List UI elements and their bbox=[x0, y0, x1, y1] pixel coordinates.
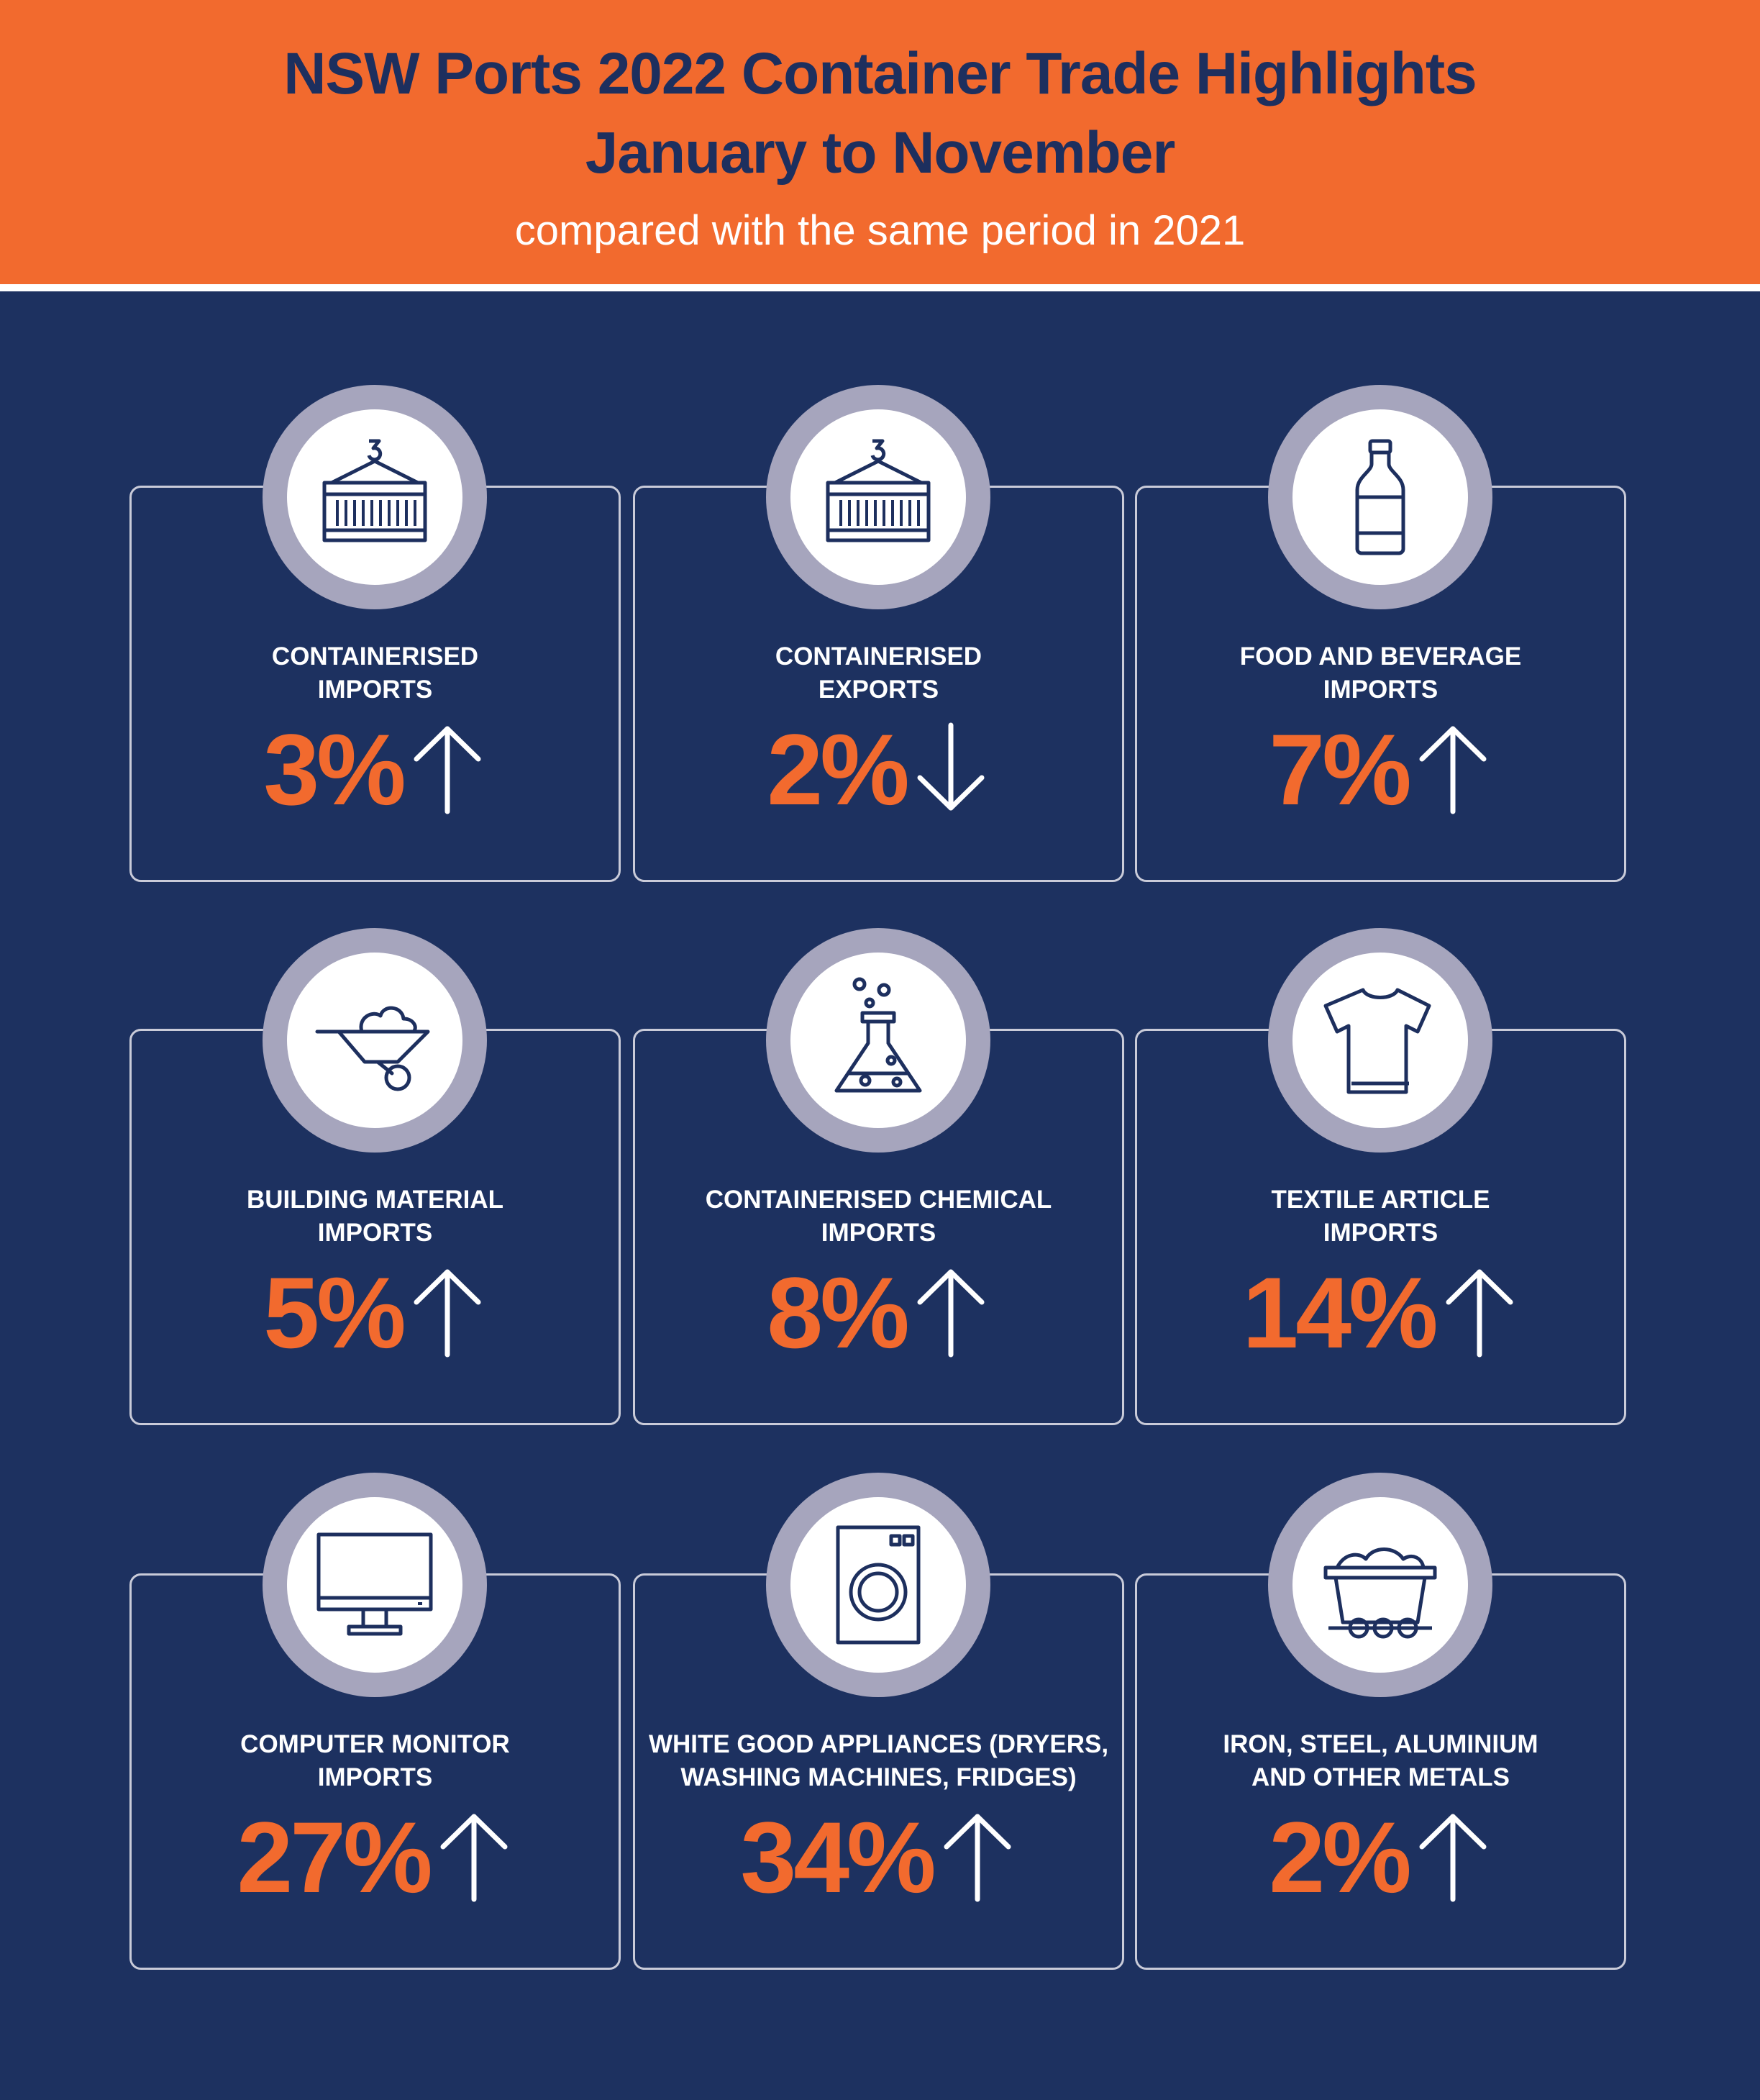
arrow-up-icon bbox=[907, 1265, 990, 1362]
bottle-icon bbox=[1292, 409, 1468, 585]
arrow-up-icon bbox=[403, 722, 487, 819]
arrow-up-icon bbox=[1409, 1809, 1492, 1906]
page-subtitle: compared with the same period in 2021 bbox=[514, 207, 1246, 254]
stat-label-line: IMPORTS bbox=[1323, 1219, 1438, 1247]
stat-label: CONTAINERISED EXPORTS bbox=[633, 640, 1124, 706]
arrow-down-icon bbox=[907, 722, 990, 819]
stat-label: IRON, STEEL, ALUMINIUM AND OTHER METALS bbox=[1135, 1728, 1626, 1794]
stat-percentage: 2% bbox=[767, 713, 909, 826]
stat-label: BUILDING MATERIAL IMPORTS bbox=[129, 1183, 621, 1250]
stat-percentage: 27% bbox=[237, 1801, 432, 1914]
stat-label: COMPUTER MONITOR IMPORTS bbox=[129, 1728, 621, 1794]
stat-percentage: 2% bbox=[1269, 1801, 1411, 1914]
stat-label: FOOD AND BEVERAGE IMPORTS bbox=[1135, 640, 1626, 706]
washing-machine-icon bbox=[790, 1497, 966, 1673]
arrow-up-icon bbox=[1409, 722, 1492, 819]
stat-percentage: 5% bbox=[263, 1256, 406, 1369]
icon-badge bbox=[766, 385, 990, 609]
stat-label-line: CONTAINERISED CHEMICAL bbox=[705, 1186, 1052, 1214]
stat-label-line: CONTAINERISED bbox=[271, 642, 479, 671]
stat-percentage: 3% bbox=[263, 713, 406, 826]
stat-label-line: BUILDING MATERIAL bbox=[246, 1186, 504, 1214]
icon-badge bbox=[766, 928, 990, 1153]
stat-value-row: 14% bbox=[1135, 1259, 1626, 1367]
icon-badge bbox=[766, 1473, 990, 1697]
page-title: NSW Ports 2022 Container Trade Highlight… bbox=[283, 41, 1477, 106]
highlights-panel: CONTAINERISED IMPORTS 3% CONTAINERISED EXPOR… bbox=[0, 291, 1760, 2100]
stat-label: TEXTILE ARTICLE IMPORTS bbox=[1135, 1183, 1626, 1250]
stat-label-line: CONTAINERISED bbox=[775, 642, 982, 671]
stat-label-line: TEXTILE ARTICLE bbox=[1271, 1186, 1490, 1214]
stat-percentage: 14% bbox=[1242, 1256, 1438, 1369]
shipping-container-icon bbox=[287, 409, 462, 585]
stat-label-line: IMPORTS bbox=[317, 676, 433, 704]
stat-label-line: WHITE GOOD APPLIANCES (DRYERS, bbox=[648, 1730, 1109, 1758]
icon-badge bbox=[263, 1473, 487, 1697]
arrow-up-icon bbox=[403, 1265, 487, 1362]
page-title-period: January to November bbox=[585, 120, 1176, 186]
stat-label: CONTAINERISED IMPORTS bbox=[129, 640, 621, 706]
stat-label-line: WASHING MACHINES, FRIDGES) bbox=[680, 1763, 1077, 1791]
stat-label-line: AND OTHER METALS bbox=[1251, 1763, 1510, 1791]
stat-value-row: 3% bbox=[129, 716, 621, 824]
stat-percentage: 8% bbox=[767, 1256, 909, 1369]
arrow-up-icon bbox=[934, 1809, 1017, 1906]
tshirt-icon bbox=[1292, 953, 1468, 1128]
flask-icon bbox=[790, 953, 966, 1128]
stat-value-row: 27% bbox=[129, 1804, 621, 1912]
icon-badge bbox=[1268, 928, 1492, 1153]
stat-label-line: EXPORTS bbox=[818, 676, 939, 704]
icon-badge bbox=[263, 928, 487, 1153]
stat-label: CONTAINERISED CHEMICAL IMPORTS bbox=[633, 1183, 1124, 1250]
monitor-icon bbox=[287, 1497, 462, 1673]
stat-value-row: 7% bbox=[1135, 716, 1626, 824]
stat-value-row: 2% bbox=[633, 716, 1124, 824]
stat-value-row: 2% bbox=[1135, 1804, 1626, 1912]
wheelbarrow-icon bbox=[287, 953, 462, 1128]
stat-label: WHITE GOOD APPLIANCES (DRYERS, WASHING MA… bbox=[633, 1728, 1124, 1794]
arrow-up-icon bbox=[1436, 1265, 1519, 1362]
stat-label-line: IMPORTS bbox=[821, 1219, 936, 1247]
icon-badge bbox=[1268, 1473, 1492, 1697]
stat-percentage: 34% bbox=[740, 1801, 936, 1914]
header-banner: NSW Ports 2022 Container Trade Highlight… bbox=[0, 0, 1760, 284]
icon-badge bbox=[263, 385, 487, 609]
stat-label-line: IMPORTS bbox=[317, 1763, 433, 1791]
stat-label-line: IMPORTS bbox=[317, 1219, 433, 1247]
stat-value-row: 8% bbox=[633, 1259, 1124, 1367]
icon-badge bbox=[1268, 385, 1492, 609]
stat-value-row: 5% bbox=[129, 1259, 621, 1367]
stat-label-line: FOOD AND BEVERAGE bbox=[1239, 642, 1522, 671]
stat-percentage: 7% bbox=[1269, 713, 1411, 826]
stat-value-row: 34% bbox=[633, 1804, 1124, 1912]
stat-label-line: IMPORTS bbox=[1323, 676, 1438, 704]
mine-cart-icon bbox=[1292, 1497, 1468, 1673]
stat-label-line: COMPUTER MONITOR bbox=[240, 1730, 510, 1758]
arrow-up-icon bbox=[430, 1809, 514, 1906]
stat-label-line: IRON, STEEL, ALUMINIUM bbox=[1223, 1730, 1538, 1758]
shipping-container-icon bbox=[790, 409, 966, 585]
